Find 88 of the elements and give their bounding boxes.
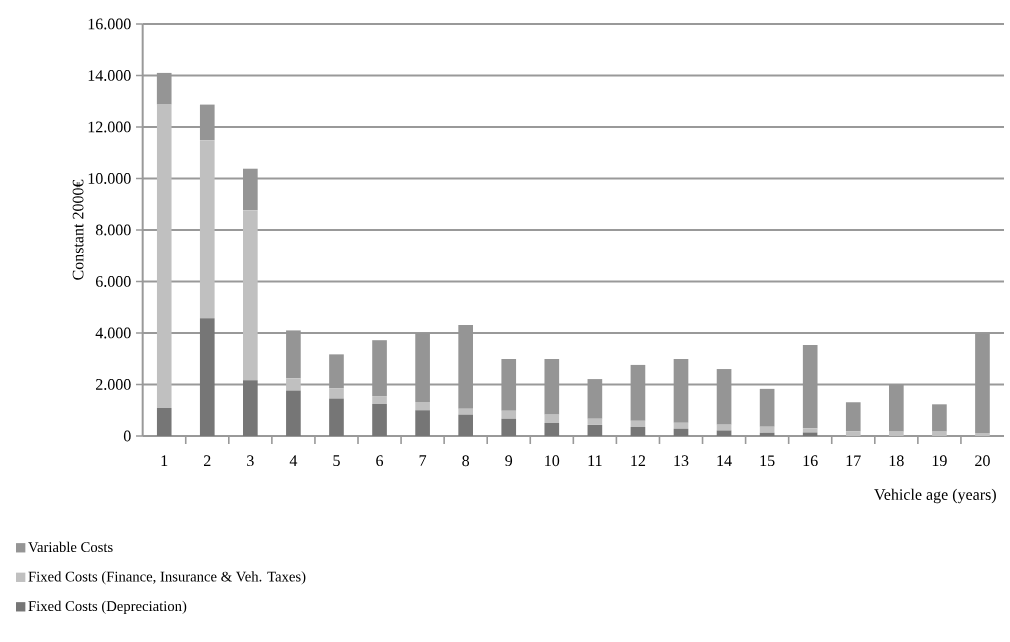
x-tick-label: 11 <box>588 455 602 466</box>
bar <box>286 330 301 379</box>
x-tick-label: 15 <box>760 455 775 467</box>
y-tick-label: 8.000 <box>95 224 131 236</box>
bar <box>932 404 947 432</box>
x-tick-label: 7 <box>419 455 427 466</box>
bar <box>415 410 430 436</box>
bar <box>501 410 517 419</box>
x-tick-label: 12 <box>631 455 646 466</box>
x-tick-label: 4 <box>289 455 298 466</box>
bar <box>759 388 775 427</box>
y-tick-label: 4.000 <box>95 327 131 339</box>
bar <box>501 418 517 436</box>
bar <box>889 384 904 432</box>
bar <box>975 333 990 433</box>
bar <box>673 428 689 436</box>
bar <box>759 426 775 433</box>
x-tick-label: 18 <box>889 455 904 467</box>
bar <box>932 431 947 436</box>
bar <box>587 379 603 419</box>
bar <box>243 168 258 211</box>
bar <box>716 424 732 431</box>
bar <box>329 388 344 399</box>
bar <box>243 380 258 436</box>
bar <box>845 431 861 436</box>
x-tick-label: 9 <box>505 455 513 467</box>
x-tick-label: 20 <box>975 455 990 467</box>
x-tick-label: 17 <box>846 455 861 466</box>
bar <box>156 407 172 436</box>
bar <box>587 418 603 425</box>
legend-label: Fixed Costs (Finance, Insurance & Veh. Taxes) <box>28 571 306 585</box>
bar <box>458 414 473 436</box>
bar <box>415 332 430 402</box>
bar <box>673 422 689 429</box>
bar <box>889 431 904 436</box>
bar <box>199 140 215 319</box>
bar <box>802 428 818 433</box>
y-tick-label: 0 <box>123 430 131 442</box>
y-tick-label: 6.000 <box>95 276 131 287</box>
bar <box>544 358 560 415</box>
bar <box>372 340 387 397</box>
x-tick-label: 2 <box>203 455 211 466</box>
bar <box>156 72 172 105</box>
bar <box>630 420 646 427</box>
bar <box>716 369 732 425</box>
x-tick-label: 14 <box>717 455 732 466</box>
x-tick-label: 5 <box>333 455 340 466</box>
y-axis-title: Constant 2000€ <box>72 179 84 280</box>
bar <box>156 104 172 408</box>
x-tick-label: 13 <box>674 455 689 467</box>
bar <box>802 432 818 436</box>
bar <box>845 402 861 432</box>
y-tick-label: 12.000 <box>88 121 131 133</box>
bar <box>199 104 215 141</box>
x-tick-label: 8 <box>462 455 470 467</box>
bar <box>673 358 689 423</box>
bar <box>544 414 560 424</box>
bar <box>329 398 344 436</box>
legend-label: Variable Costs <box>28 541 113 553</box>
bar <box>630 364 646 421</box>
bar <box>501 358 517 411</box>
bar <box>243 210 258 381</box>
bar <box>286 390 301 436</box>
bar <box>544 423 560 436</box>
bar <box>975 432 990 436</box>
y-tick-label: 16.000 <box>88 18 131 30</box>
bar <box>372 396 387 405</box>
bar <box>199 318 215 436</box>
bar <box>286 378 301 391</box>
x-tick-label: 6 <box>376 455 384 467</box>
bar <box>415 402 430 411</box>
bar <box>630 426 646 436</box>
x-tick-label: 19 <box>932 455 947 467</box>
y-tick-label: 10.000 <box>88 173 131 184</box>
x-axis-title: Vehicle age (years) <box>874 488 996 504</box>
y-tick-label: 2.000 <box>96 379 131 390</box>
bar <box>458 408 473 415</box>
bar <box>802 345 818 429</box>
x-tick-label: 3 <box>247 455 254 467</box>
x-tick-label: 16 <box>803 455 818 467</box>
y-tick-label: 14.000 <box>88 70 131 81</box>
bar <box>372 404 387 436</box>
bar <box>458 325 473 409</box>
bar <box>329 354 344 389</box>
x-tick-label: 1 <box>161 455 168 466</box>
legend-label: Fixed Costs (Depreciation) <box>28 600 187 615</box>
bar <box>587 424 603 436</box>
x-tick-label: 10 <box>545 455 560 467</box>
